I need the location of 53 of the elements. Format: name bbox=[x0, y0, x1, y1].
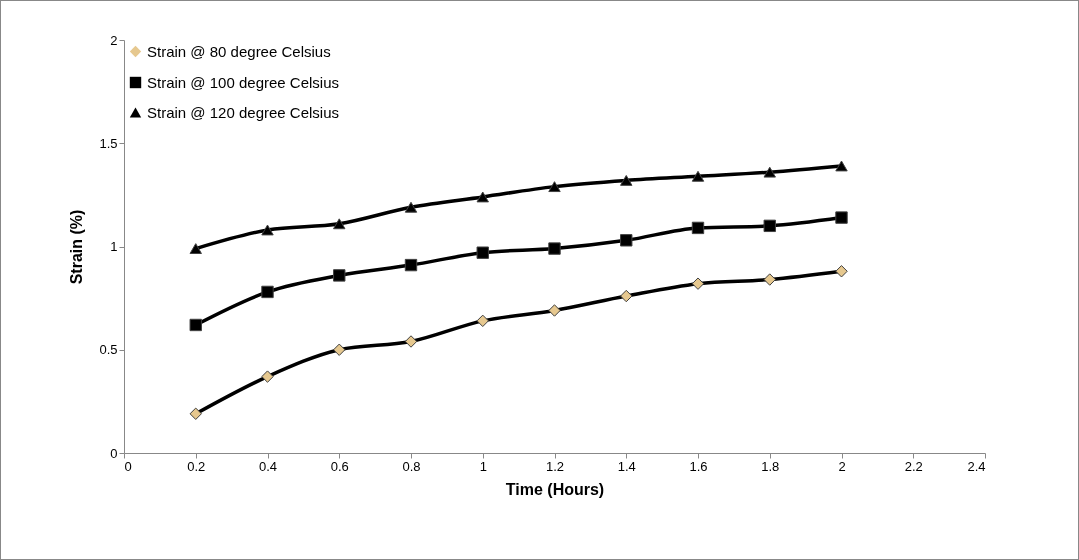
x-axis-title: Time (Hours) bbox=[505, 480, 605, 498]
y-axis-title: Strain (%) bbox=[68, 209, 86, 285]
y-tick-label: 2 bbox=[110, 32, 118, 48]
point bbox=[476, 191, 489, 203]
x-tick-label: 1.6 bbox=[689, 458, 708, 474]
x-tick-label: 2 bbox=[838, 458, 846, 474]
point bbox=[835, 160, 848, 172]
point bbox=[763, 166, 776, 178]
point bbox=[691, 221, 705, 235]
legend-label: Strain @ 80 degree Celsius bbox=[147, 42, 331, 60]
x-tick-label: 0.6 bbox=[330, 458, 349, 474]
point bbox=[333, 218, 346, 230]
y-tick-label: 0.5 bbox=[99, 342, 118, 358]
legend-label: Strain @ 120 degree Celsius bbox=[147, 103, 339, 121]
point bbox=[763, 273, 776, 286]
point bbox=[835, 211, 848, 224]
point bbox=[620, 289, 633, 303]
point bbox=[548, 242, 561, 255]
x-tick-label: 0 bbox=[124, 458, 132, 474]
point bbox=[620, 234, 633, 247]
y-tick-label: 0 bbox=[110, 445, 118, 461]
point bbox=[261, 370, 274, 383]
x-tick-label: 2.2 bbox=[904, 458, 923, 474]
point bbox=[261, 224, 274, 236]
point bbox=[189, 318, 202, 332]
point bbox=[691, 277, 705, 290]
point bbox=[189, 407, 202, 420]
point bbox=[476, 314, 489, 328]
x-tick-label: 1.4 bbox=[617, 458, 636, 474]
point bbox=[404, 258, 418, 272]
x-tick-label: 0.8 bbox=[402, 458, 421, 474]
legend-label: Strain @ 100 degree Celsius bbox=[147, 73, 339, 91]
point bbox=[333, 343, 346, 356]
x-tick-label: 1.2 bbox=[545, 458, 565, 474]
point bbox=[189, 243, 202, 254]
point bbox=[548, 181, 561, 193]
x-tick-label: 1 bbox=[479, 458, 487, 474]
point bbox=[548, 304, 561, 317]
point bbox=[476, 246, 489, 259]
point bbox=[763, 219, 776, 233]
point bbox=[835, 265, 848, 278]
x-tick-label: 0.2 bbox=[187, 458, 206, 474]
point bbox=[404, 335, 418, 348]
x-tick-label: 1.8 bbox=[761, 458, 780, 474]
y-tick-label: 1.5 bbox=[99, 135, 118, 151]
point bbox=[261, 285, 274, 299]
point bbox=[404, 201, 418, 213]
point bbox=[333, 269, 346, 282]
x-tick-label: 0.4 bbox=[258, 458, 278, 474]
point bbox=[620, 174, 633, 186]
x-tick-label: 2.4 bbox=[967, 458, 986, 474]
y-tick-label: 1 bbox=[110, 239, 118, 254]
point bbox=[691, 170, 705, 182]
